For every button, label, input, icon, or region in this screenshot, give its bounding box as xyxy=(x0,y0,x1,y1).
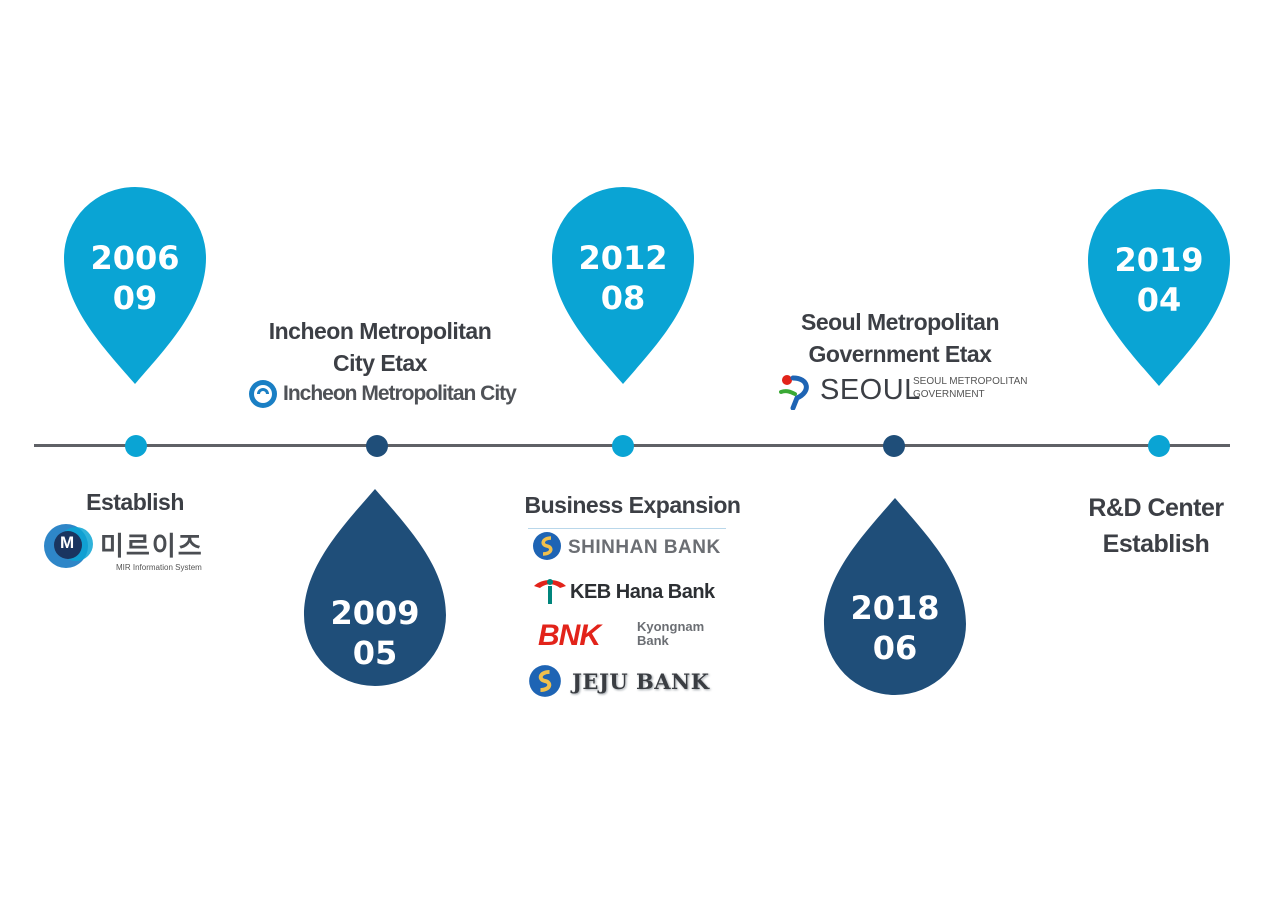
pin-year: 2018 xyxy=(850,589,940,627)
shinhan-name: SHINHAN BANK xyxy=(568,537,721,558)
label-line: Incheon Metropolitan xyxy=(268,318,492,344)
jeju-emblem-icon xyxy=(529,665,561,697)
label-line: City Etax xyxy=(333,350,427,376)
seoul-sub-line2: GOVERNMENT xyxy=(913,389,985,400)
incheon-logo: Incheon Metropolitan City xyxy=(246,378,517,410)
milestone-label-2009: Incheon Metropolitan City Etax xyxy=(250,315,510,379)
milestone-label-2006: Establish xyxy=(86,489,184,515)
pin-month: 06 xyxy=(872,629,918,667)
shinhan-logo: SHINHAN BANK xyxy=(532,531,732,563)
keb-logo: KEB Hana Bank xyxy=(532,576,732,608)
incheon-emblem-icon xyxy=(249,380,277,408)
pin-2018: 2018 06 xyxy=(822,496,968,696)
pin-shape-2019 xyxy=(1088,189,1230,386)
seoul-logo: SEOUL SEOUL METROPOLITAN GOVERNMENT xyxy=(779,370,1039,410)
label-line: Establish xyxy=(1102,530,1210,558)
pin-year: 2012 xyxy=(578,239,668,277)
label-line: Seoul Metropolitan xyxy=(801,309,1000,335)
jeju-logo: JEJU BANK xyxy=(528,664,728,698)
miraes-mark-letter: M xyxy=(60,533,75,552)
pin-month: 08 xyxy=(600,279,646,317)
milestone-dot-2019 xyxy=(1148,435,1170,457)
miraes-logo: M 미르이즈 MIR Information System xyxy=(44,522,224,574)
label-line: R&D Center xyxy=(1088,494,1224,522)
pin-2019: 2019 04 xyxy=(1086,188,1232,388)
pin-year: 2009 xyxy=(330,594,420,632)
pin-shape-2018 xyxy=(824,498,966,695)
pin-month: 09 xyxy=(112,279,158,317)
miraes-name: 미르이즈 xyxy=(100,532,204,562)
milestone-label-2019: R&D Center Establish xyxy=(1056,490,1256,562)
bnk-mark: BNK xyxy=(538,619,601,652)
pin-2009: 2009 05 xyxy=(302,487,448,687)
milestone-dot-2009 xyxy=(366,435,388,457)
miraes-subtitle: MIR Information System xyxy=(116,563,202,572)
milestone-dot-2006 xyxy=(125,435,147,457)
jeju-name: JEJU BANK xyxy=(572,669,710,694)
pin-shape-2006 xyxy=(64,187,206,384)
milestone-dot-2018 xyxy=(883,435,905,457)
keb-emblem-icon xyxy=(534,579,566,604)
pin-2006: 2006 09 xyxy=(62,186,208,386)
pin-shape-2009 xyxy=(304,489,446,686)
milestone-dot-2012 xyxy=(612,435,634,457)
pin-month: 04 xyxy=(1136,281,1182,319)
seoul-name: SEOUL xyxy=(820,374,921,406)
keb-name: KEB Hana Bank xyxy=(570,581,715,603)
pin-year: 2019 xyxy=(1114,241,1204,279)
miraes-mark-icon xyxy=(44,524,93,568)
pin-year: 2006 xyxy=(90,239,180,277)
milestone-label-2012: Business Expansion xyxy=(524,492,741,518)
seoul-sub-line1: SEOUL METROPOLITAN xyxy=(913,376,1028,387)
pin-month: 05 xyxy=(352,634,398,672)
milestone-label-2018: Seoul Metropolitan Government Etax xyxy=(770,306,1030,370)
seoul-emblem-icon xyxy=(779,375,809,410)
shinhan-emblem-icon xyxy=(533,532,561,560)
divider xyxy=(528,528,726,529)
pin-2012: 2012 08 xyxy=(550,186,696,386)
incheon-name: Incheon Metropolitan City xyxy=(283,382,517,405)
bnk-name-line1: Kyongnam xyxy=(637,619,705,634)
label-line: Government Etax xyxy=(808,341,992,367)
bnk-name-line2: Bank xyxy=(637,633,669,648)
bnk-logo: BNK Kyongnam Bank xyxy=(538,619,728,655)
pin-shape-2012 xyxy=(552,187,694,384)
